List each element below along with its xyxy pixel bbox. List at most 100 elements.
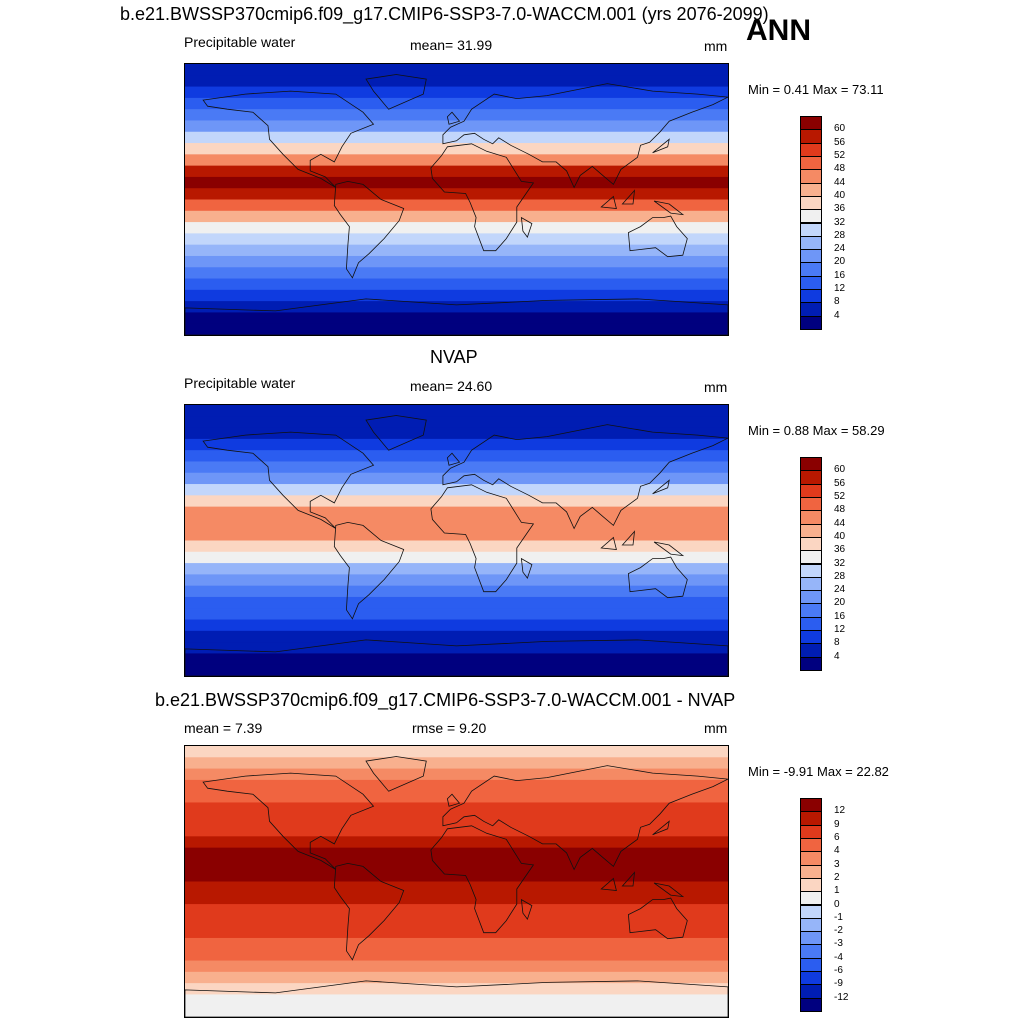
field-band (185, 176, 728, 189)
coastline (520, 216, 533, 238)
field-band (185, 210, 728, 223)
colorbar-tick-label: 48 (834, 504, 846, 516)
field-band (185, 881, 728, 894)
field-band (185, 746, 728, 758)
field-band (185, 892, 728, 905)
field-band (185, 323, 728, 335)
field-band (185, 517, 728, 530)
colorbar-swatch (800, 275, 822, 291)
colorbar-swatch (800, 262, 822, 277)
colorbar-tick-label: 12 (834, 805, 846, 817)
coastline (653, 200, 685, 216)
field-band (185, 109, 728, 122)
field-band (185, 244, 728, 257)
colorbar-swatch (800, 824, 822, 839)
coastline (653, 541, 685, 557)
colorbar-tick-label: 48 (834, 163, 846, 175)
coastline (202, 772, 375, 870)
colorbar-tick-label: -2 (834, 925, 843, 937)
colorbar-tick-label: -6 (834, 965, 843, 977)
colorbar-swatch (800, 510, 822, 525)
panel1-colorbar: 4 8 12 16 20 24 28 32 36 40 44 48 52 56 60 (800, 116, 845, 330)
colorbar-swatch (800, 302, 822, 317)
panel1-minmax-label: Min = 0.41 Max = 73.11 (748, 82, 884, 97)
field-band (185, 926, 728, 939)
field-band (185, 1005, 728, 1017)
field-band (185, 653, 728, 666)
colorbar-swatch (800, 957, 822, 973)
colorbar-tick-label: 3 (834, 858, 840, 870)
field-band (185, 574, 728, 587)
colorbar-swatch (800, 971, 822, 986)
coastline (365, 415, 427, 451)
colorbar-swatch (800, 195, 822, 211)
colorbar-tick-label: 32 (834, 216, 846, 228)
colorbar-tick-label: 4 (834, 309, 840, 321)
coastline (621, 530, 636, 546)
panel3-minmax-label: Min = -9.91 Max = 22.82 (748, 764, 889, 779)
field-band (185, 472, 728, 485)
field-band (185, 143, 728, 155)
colorbar-tick-label: 1 (834, 885, 840, 897)
colorbar-swatch (800, 891, 822, 906)
field-band (185, 960, 728, 973)
colorbar-swatch (800, 997, 822, 1012)
field-band (185, 847, 728, 860)
field-band (185, 779, 728, 792)
colorbar-swatch (800, 630, 822, 645)
coastline (600, 536, 617, 550)
colorbar-swatch (800, 798, 822, 813)
colorbar-swatch (800, 155, 822, 171)
colorbar-tick-label: 28 (834, 229, 846, 241)
panel2-units-label: mm (704, 379, 728, 395)
colorbar-swatch (800, 944, 822, 959)
panel2-minmax-label: Min = 0.88 Max = 58.29 (748, 423, 885, 438)
colorbar-swatch (800, 169, 822, 184)
coastline (365, 74, 427, 110)
colorbar-swatch (800, 576, 822, 592)
colorbar-tick-label: 36 (834, 203, 846, 215)
coastline (430, 825, 535, 934)
colorbar-tick-label: 24 (834, 584, 846, 596)
coastline (442, 83, 728, 189)
field-band (185, 529, 728, 542)
colorbar-swatch (800, 289, 822, 304)
field-band (185, 267, 728, 280)
colorbar-tick-label: -1 (834, 911, 843, 923)
field-band (185, 551, 728, 564)
colorbar-swatch (800, 931, 822, 946)
coastline (365, 756, 427, 792)
field-band (185, 131, 728, 144)
coastline (446, 793, 461, 807)
colorbar-tick-label: -3 (834, 938, 843, 950)
field-band (185, 506, 728, 519)
field-band (185, 630, 728, 643)
coastline (627, 897, 688, 940)
colorbar-swatch (800, 209, 822, 224)
colorbar-swatch (800, 837, 822, 853)
colorbar-tick-label: 44 (834, 517, 846, 529)
colorbar-swatch (800, 222, 822, 237)
field-band (185, 949, 728, 962)
panel1-map (184, 63, 729, 336)
field-band (185, 199, 728, 212)
colorbar-swatch (800, 603, 822, 618)
field-band (185, 97, 728, 110)
coastline (520, 557, 533, 579)
field-band (185, 870, 728, 883)
colorbar-swatch (800, 656, 822, 671)
colorbar-swatch (800, 116, 822, 131)
field-band (185, 642, 728, 655)
field-band (185, 596, 728, 609)
field-band (185, 802, 728, 815)
field-band (185, 791, 728, 804)
colorbar-swatch (800, 142, 822, 157)
panel1-mean-label: mean= 31.99 (410, 37, 493, 53)
field-band (185, 608, 728, 621)
colorbar-tick-label: 40 (834, 530, 846, 542)
colorbar-swatch (800, 182, 822, 197)
colorbar-tick-label: 4 (834, 650, 840, 662)
coastline (652, 138, 670, 154)
field-band (185, 461, 728, 474)
field-band (185, 664, 728, 676)
